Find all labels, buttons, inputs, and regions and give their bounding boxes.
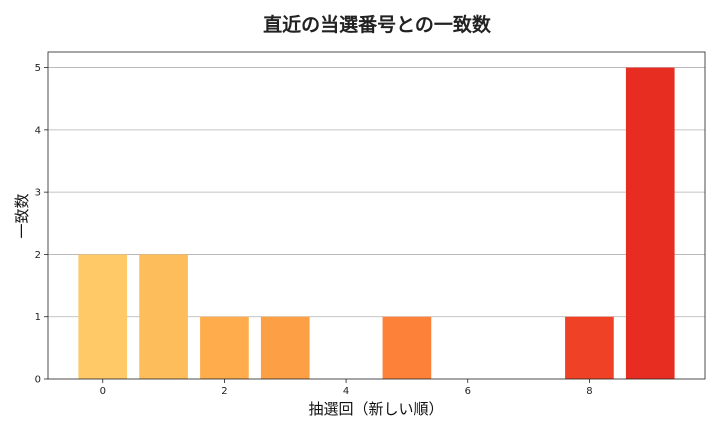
- x-axis-label: 抽選回（新しい順）: [308, 400, 443, 418]
- x-tick-label: 8: [586, 386, 592, 397]
- bar: [382, 316, 432, 379]
- y-tick-label: 0: [35, 375, 41, 386]
- x-tick-label: 4: [343, 386, 349, 397]
- x-tick-label: 0: [100, 386, 106, 397]
- x-tick-label: 6: [465, 386, 471, 397]
- bars: [78, 67, 675, 380]
- y-tick-label: 2: [35, 250, 41, 261]
- chart-title: 直近の当選番号との一致数: [263, 13, 492, 36]
- y-ticks: 0 1 2 3 4 5: [35, 63, 48, 386]
- bar: [260, 316, 310, 379]
- y-tick-label: 5: [35, 63, 41, 74]
- bar: [78, 254, 128, 379]
- y-tick-label: 1: [35, 312, 41, 323]
- y-axis-label: 一致数: [13, 193, 31, 238]
- bar: [625, 67, 675, 380]
- x-ticks: 0 2 4 6 8: [100, 379, 593, 397]
- bar: [200, 316, 249, 379]
- y-tick-label: 3: [35, 188, 41, 199]
- y-tick-label: 4: [35, 125, 41, 136]
- plot-frame: [47, 51, 706, 380]
- x-tick-label: 2: [221, 386, 227, 397]
- bar: [565, 316, 614, 379]
- bar: [139, 254, 188, 379]
